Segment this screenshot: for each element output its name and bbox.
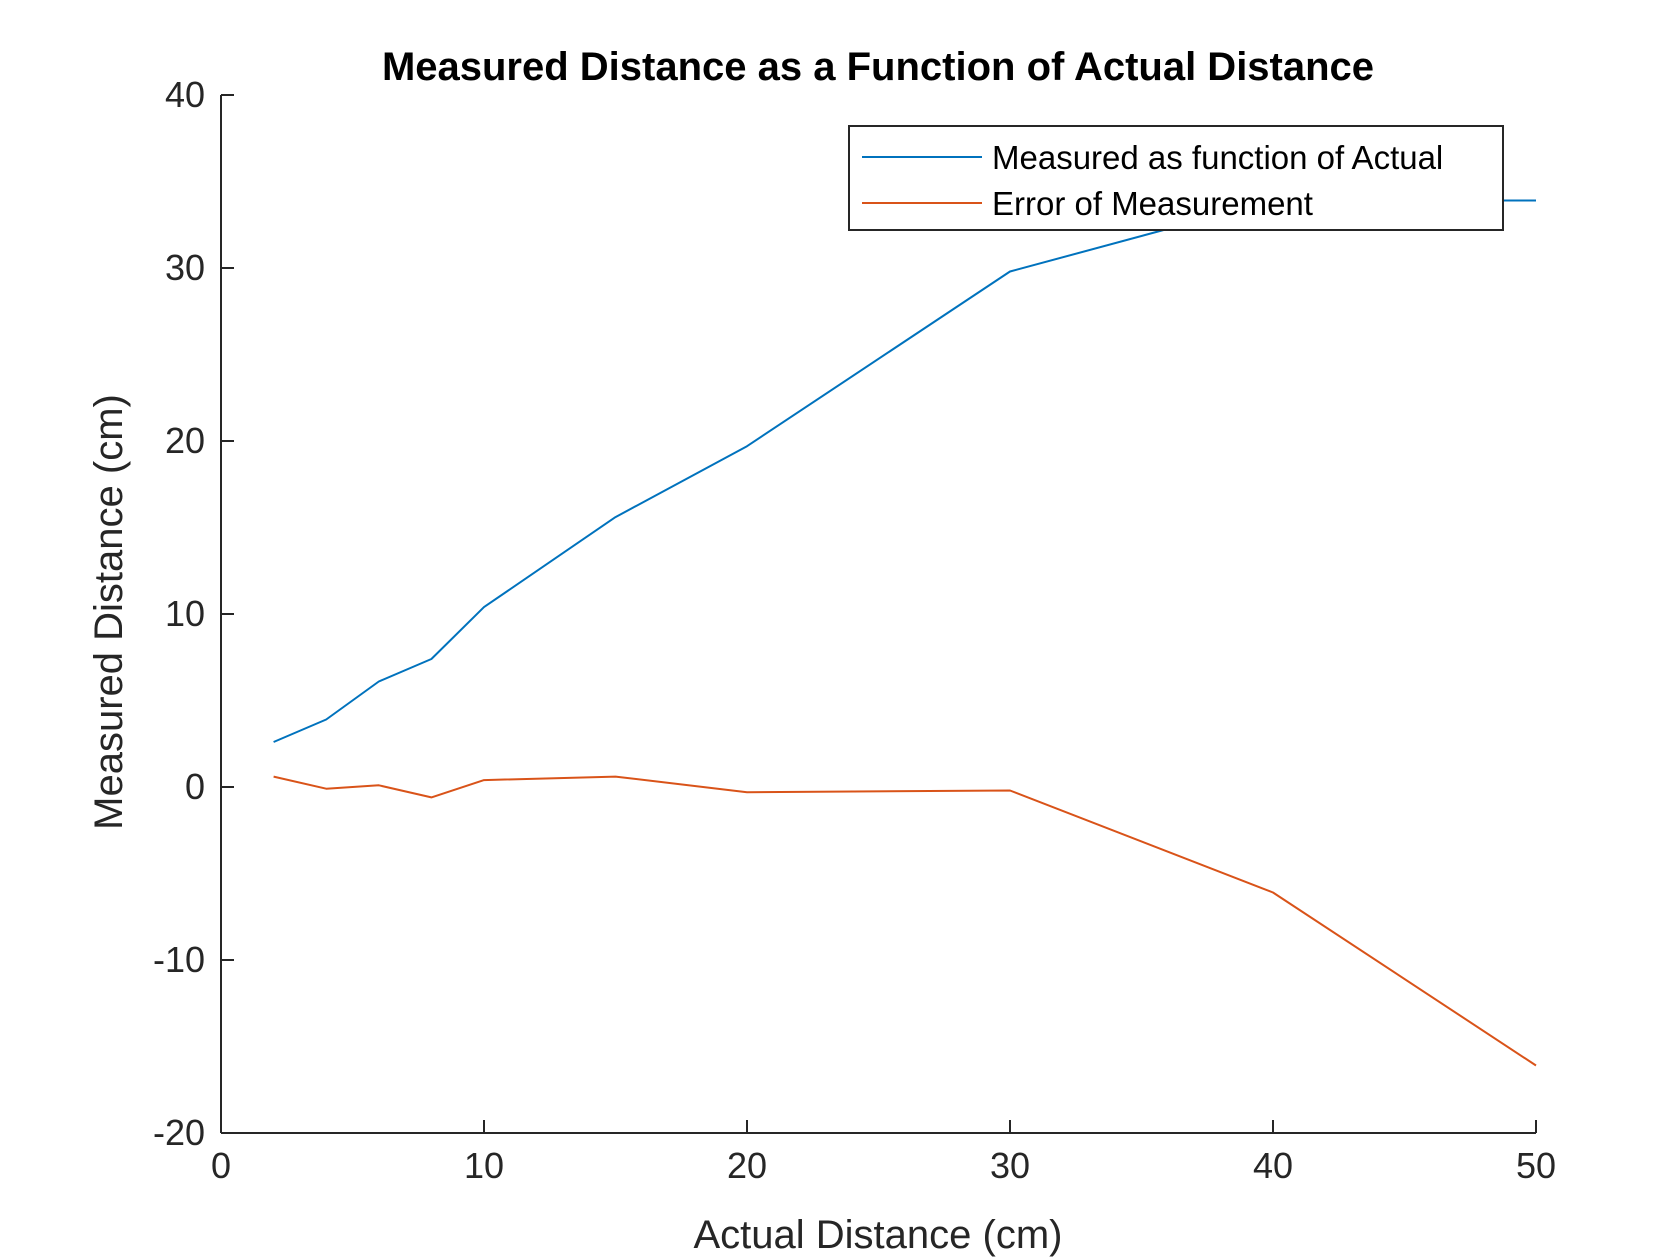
chart-title: Measured Distance as a Function of Actua… — [382, 45, 1374, 89]
legend-box — [848, 125, 1504, 231]
series-line-measured — [273, 199, 1536, 743]
legend-label-measured: Measured as function of Actual — [992, 139, 1443, 176]
y-tick-label: 30 — [165, 247, 205, 288]
legend: Measured as function of Actual Error of … — [848, 125, 1504, 231]
y-tick-label: 10 — [165, 593, 205, 634]
series-line-error — [273, 775, 1537, 1067]
series-lines — [273, 199, 1537, 1067]
x-tick-label: 0 — [211, 1145, 231, 1186]
y-tick-label: -20 — [153, 1112, 205, 1153]
y-axis-ticks: -20 -10 0 10 20 30 40 — [153, 74, 234, 1153]
x-tick-label: 10 — [464, 1145, 504, 1186]
axes — [220, 95, 1536, 1134]
x-axis-title: Actual Distance (cm) — [694, 1213, 1063, 1257]
x-tick-label: 40 — [1253, 1145, 1293, 1186]
legend-label-error: Error of Measurement — [992, 185, 1313, 222]
x-tick-label: 20 — [727, 1145, 767, 1186]
y-axis-title: Measured Distance (cm) — [87, 394, 131, 830]
x-tick-label: 50 — [1516, 1145, 1556, 1186]
y-tick-label: -10 — [153, 939, 205, 980]
y-tick-label: 20 — [165, 420, 205, 461]
x-tick-label: 30 — [990, 1145, 1030, 1186]
x-axis-ticks: 0 10 20 30 40 50 — [211, 1120, 1556, 1186]
y-tick-label: 0 — [185, 766, 205, 807]
y-tick-label: 40 — [165, 74, 205, 115]
